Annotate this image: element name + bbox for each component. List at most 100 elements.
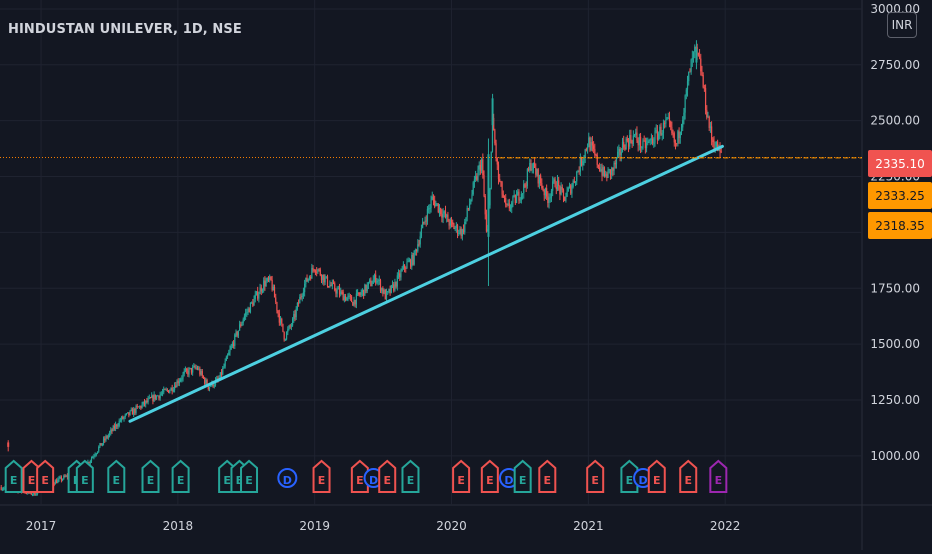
candle-body [157,395,159,397]
event-marker[interactable]: E [36,459,55,493]
candle-body [637,140,639,146]
candle-body [579,158,581,172]
event-marker[interactable]: D [277,468,298,488]
event-marker[interactable]: E [647,459,666,493]
candle-body [66,475,69,478]
earnings-marker-shape [378,459,397,493]
candle-body [588,137,590,148]
candle-body [656,130,659,140]
currency-button[interactable]: INR [887,12,917,38]
candle-body [524,184,526,186]
candle-body [279,318,282,323]
candle-body [304,283,306,293]
event-markers[interactable]: EEEEEEEEEEEDEEDEEEEDEEEEDEEE [4,459,728,493]
candle-body [200,371,202,375]
candle-body [407,261,409,263]
candle-body [391,284,394,286]
candle-body [396,275,398,287]
price-axis[interactable]: 3000.002750.002500.002250.002000.001750.… [868,2,932,463]
candle-body [124,414,126,418]
candle-body [501,182,503,195]
candle-body [159,394,161,399]
time-axis[interactable]: 2017 2018 2019 2020 2021 2022 [26,519,741,533]
candle-body [130,409,132,411]
candle-body [370,280,372,287]
candle-body [536,169,538,175]
event-marker[interactable]: E [538,459,557,493]
candle-body [580,158,583,166]
candle-body [650,138,652,140]
candle-body [143,401,146,405]
event-marker[interactable]: E [171,459,190,493]
candle-body [430,199,432,208]
candle-body [163,388,165,393]
candle-body [412,254,414,265]
candle-body [458,232,460,234]
trendline[interactable] [128,144,724,423]
event-marker[interactable]: E [141,459,160,493]
candle-body [359,294,361,296]
candle-body [631,141,633,144]
price-tag[interactable] [868,182,932,209]
candle-body [619,148,621,156]
price-tag[interactable] [868,212,932,239]
y-tick-label: 1000.00 [870,449,920,463]
candle-body [395,281,397,287]
candle-body [446,214,448,218]
event-marker[interactable]: E [401,459,420,493]
candle-body [609,169,612,175]
candle-body [625,138,627,150]
price-tag[interactable] [868,150,932,177]
overlays [0,144,862,423]
candle-body [252,302,254,306]
candle-body [183,371,185,374]
candle-body [323,274,325,283]
candle-body [606,173,608,178]
candle-body [527,169,530,171]
candle-body [686,81,689,90]
event-marker[interactable]: E [240,459,259,493]
candle-body [431,196,433,200]
candle-body [92,456,94,459]
candle-body [449,219,451,226]
candle-body [630,135,632,142]
event-marker[interactable]: E [4,459,23,493]
candle-body [160,393,162,395]
candle-body [399,273,401,278]
candle-body [276,302,278,311]
event-marker[interactable]: E [586,459,605,493]
event-marker[interactable]: E [75,459,94,493]
event-marker[interactable]: E [312,459,331,493]
candle-body [282,323,284,332]
candle-body [161,392,164,394]
candle-body [547,196,549,203]
candle-body [713,142,715,149]
event-label: E [519,474,527,487]
event-marker[interactable]: E [513,459,532,493]
event-marker[interactable]: D [498,468,519,488]
candle-body [375,274,377,283]
event-marker[interactable]: E [480,459,499,493]
event-marker[interactable]: E [378,459,397,493]
candle-body [570,185,572,194]
candle-body [438,208,441,213]
candle-body [180,379,182,382]
candle-body [540,175,542,184]
candle-body [659,126,661,134]
candle-body [176,380,178,388]
candle-body [96,451,99,454]
candle-body [182,373,184,379]
candle-body [379,280,382,291]
candle-body [700,58,702,72]
candle-body [641,147,643,149]
event-marker[interactable]: E [107,459,126,493]
candle-body [31,494,34,496]
event-marker[interactable]: E [452,459,471,493]
event-marker[interactable]: E [679,459,698,493]
candle-body [121,416,123,421]
candle-body [668,117,671,122]
event-marker[interactable]: E [709,459,728,493]
